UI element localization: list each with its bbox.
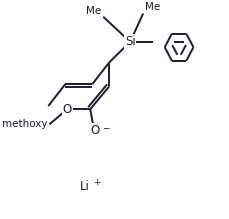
Text: O: O	[62, 103, 72, 116]
Text: Si: Si	[124, 35, 135, 48]
Text: −: −	[102, 123, 109, 132]
Text: O: O	[90, 124, 99, 138]
Text: methoxy: methoxy	[2, 119, 47, 129]
Text: Me: Me	[86, 6, 101, 16]
Text: Me: Me	[144, 2, 160, 12]
Text: Li: Li	[80, 180, 90, 193]
Text: +: +	[93, 178, 100, 187]
